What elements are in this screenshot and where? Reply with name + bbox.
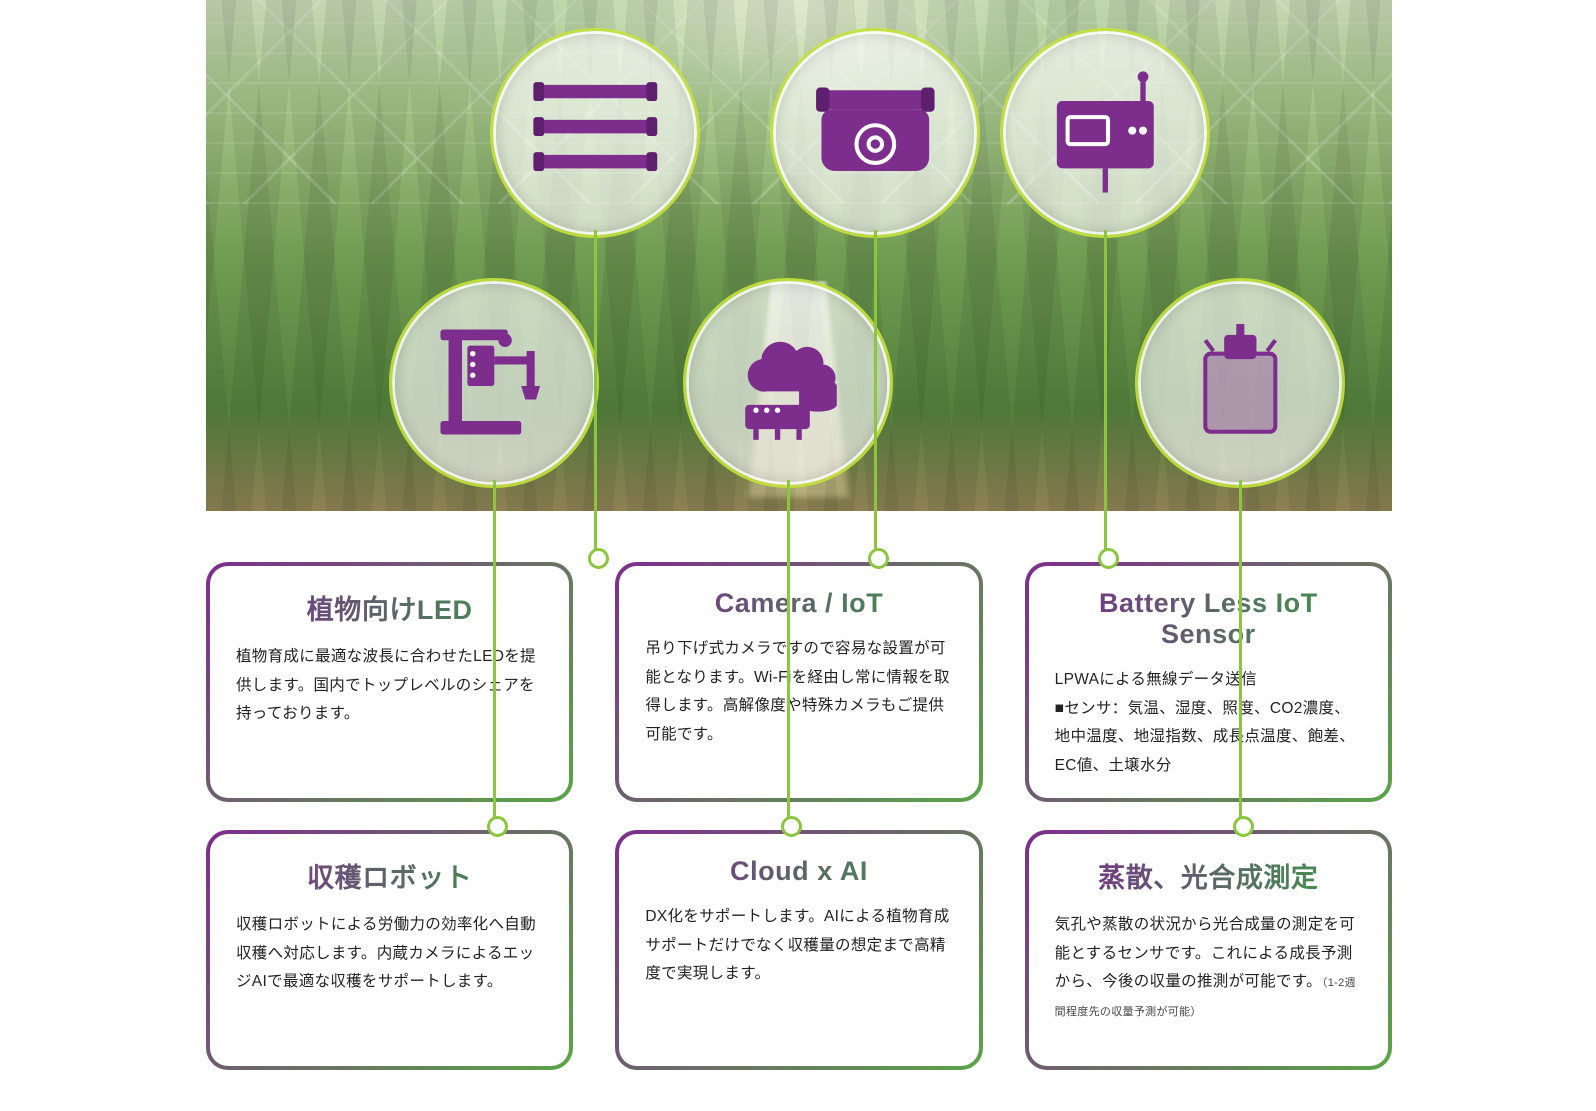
robot-arm-icon	[427, 316, 562, 451]
card-body: 収穫ロボットによる労働力の効率化へ自動収穫へ対応します。内蔵カメラによるエッジA…	[236, 911, 543, 997]
cloud-stack-icon	[721, 316, 856, 451]
camera-box-icon	[808, 66, 943, 201]
card-title: Battery Less IoT Sensor	[1055, 588, 1362, 650]
card-note: （1-2週間程度先の収量予測が可能）	[1055, 977, 1356, 1018]
led-bubble	[496, 34, 694, 232]
cards-grid: 植物向けLED 植物育成に最適な波長に合わせたLEDを提供します。国内でトップレベ…	[206, 562, 1392, 1070]
robot-bubble	[395, 284, 593, 482]
card-body: DX化をサポートします。AIによる植物育成サポートだけでなく収穫量の想定まで高精…	[645, 903, 952, 989]
connector-cloud-bubble	[787, 480, 790, 830]
connector-led-bubble	[594, 230, 597, 562]
connector-sensor-bubble	[1104, 230, 1107, 562]
card-body: LPWAによる無線データ送信 ■センサ：気温、湿度、照度、CO2濃度、地中温度、…	[1055, 666, 1362, 781]
connector-porometer-bubble	[1239, 480, 1242, 830]
card-title: Camera / IoT	[645, 588, 952, 619]
card-robot: 収穫ロボット収穫ロボットによる労働力の効率化へ自動収穫へ対応します。内蔵カメラに…	[206, 830, 573, 1070]
card-title: 収穫ロボット	[236, 856, 543, 895]
card-porometer: 蒸散、光合成測定気孔や蒸散の状況から光合成量の測定を可能とするセンサです。これに…	[1025, 830, 1392, 1070]
camera-bubble	[776, 34, 974, 232]
sensor-box-icon	[1038, 66, 1173, 201]
card-title: Cloud x AI	[645, 856, 952, 887]
connector-camera-bubble	[874, 230, 877, 562]
card-body: 吊り下げ式カメラですので容易な設置が可能となります。Wi-Fiを経由し常に情報を…	[645, 635, 952, 750]
card-camera: Camera / IoT 吊り下げ式カメラですので容易な設置が可能となります。Wi…	[615, 562, 982, 802]
card-body: 気孔や蒸散の状況から光合成量の測定を可能とするセンサです。これによる成長予測から…	[1055, 911, 1362, 1026]
cloud-bubble	[689, 284, 887, 482]
connector-robot-bubble	[493, 480, 496, 830]
leaf-clip-icon	[1173, 316, 1308, 451]
card-title: 蒸散、光合成測定	[1055, 856, 1362, 895]
card-cloud: Cloud x AI DX化をサポートします。AIによる植物育成サポートだけでなく…	[615, 830, 982, 1070]
led-bars-icon	[528, 66, 663, 201]
card-title: 植物向けLED	[236, 588, 543, 627]
card-led: 植物向けLED 植物育成に最適な波長に合わせたLEDを提供します。国内でトップレベ…	[206, 562, 573, 802]
porometer-bubble	[1141, 284, 1339, 482]
card-body: 植物育成に最適な波長に合わせたLEDを提供します。国内でトップレベルのシェアを持…	[236, 643, 543, 729]
card-sensor: Battery Less IoT Sensor LPWAによる無線データ送信 ■セ…	[1025, 562, 1392, 802]
sensor-bubble	[1006, 34, 1204, 232]
